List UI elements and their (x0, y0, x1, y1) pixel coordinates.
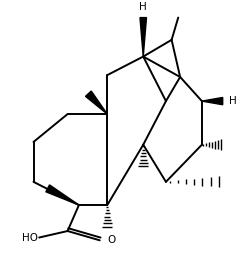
Polygon shape (46, 185, 79, 205)
Polygon shape (140, 17, 147, 56)
Polygon shape (202, 97, 223, 105)
Text: O: O (107, 235, 115, 245)
Polygon shape (86, 91, 107, 114)
Text: HO: HO (22, 233, 38, 243)
Text: H: H (139, 2, 147, 12)
Text: H: H (229, 96, 237, 106)
